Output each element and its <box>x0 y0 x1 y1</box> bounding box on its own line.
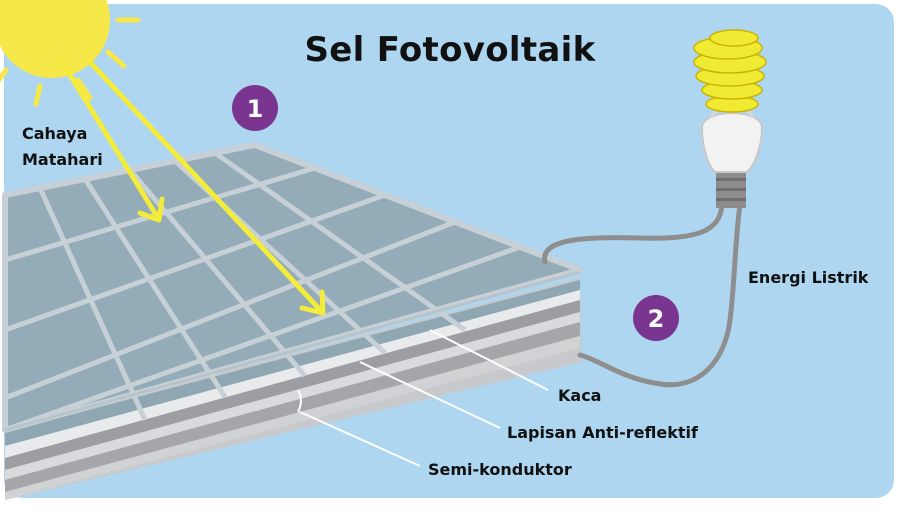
step-number-2: 2 <box>648 305 665 333</box>
step-badge-2: 2 <box>633 295 679 341</box>
sun-icon <box>0 0 141 107</box>
sunlight-label-line2: Matahari <box>22 150 103 169</box>
light-bulb-icon <box>693 29 767 208</box>
step-number-1: 1 <box>247 95 264 123</box>
anti-reflective-label: Lapisan Anti-reflektif <box>507 423 698 442</box>
sunlight-label-line1: Cahaya <box>22 124 88 143</box>
electric-energy-label: Energi Listrik <box>748 268 869 287</box>
diagram-title: Sel Fotovoltaik <box>304 30 596 70</box>
glass-label: Kaca <box>558 386 602 405</box>
sun-ray-arrows <box>59 59 326 316</box>
wire <box>542 202 743 388</box>
layer-pointer-lines <box>297 329 549 467</box>
semiconductor-label: Semi-konduktor <box>428 460 572 479</box>
sunlight-label: Cahaya Matahari <box>22 121 103 173</box>
step-badge-1: 1 <box>232 85 278 131</box>
